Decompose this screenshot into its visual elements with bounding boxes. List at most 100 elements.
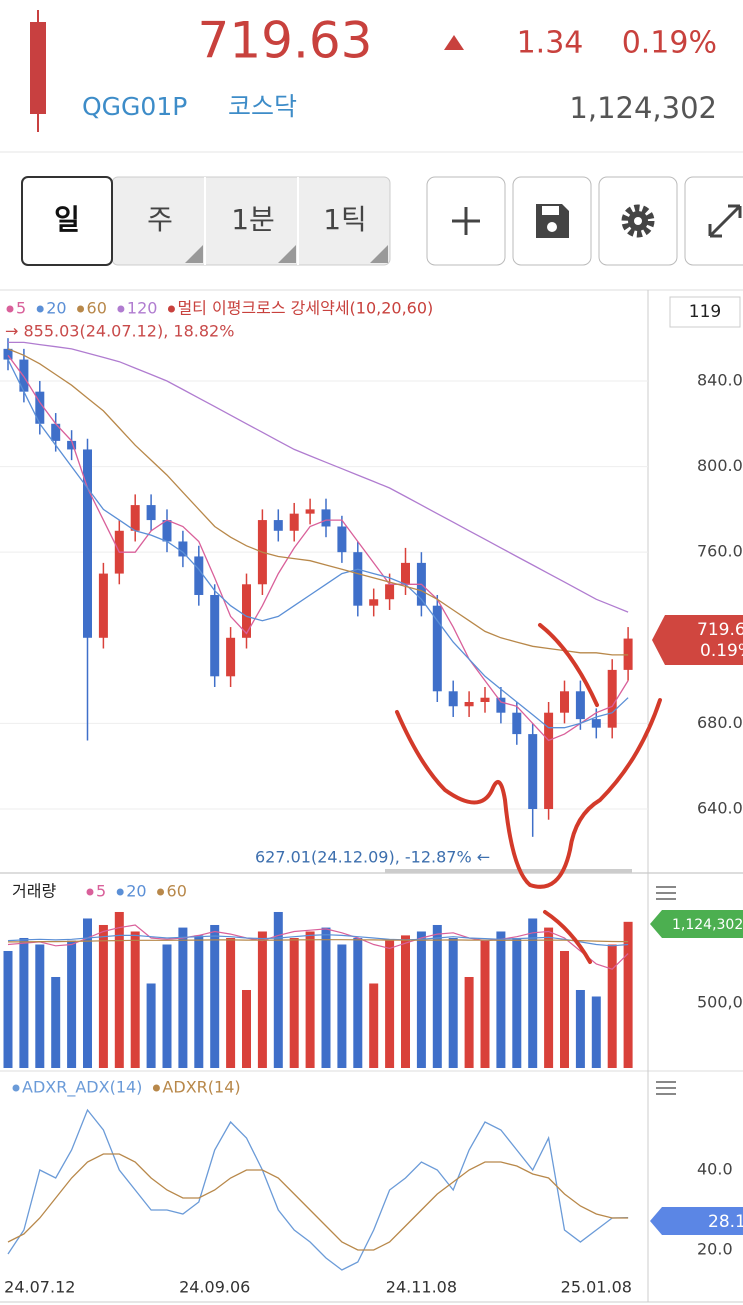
volume-bar [114, 911, 124, 1068]
x-tick-label: 24.07.12 [4, 1278, 75, 1297]
volume-bar [67, 940, 77, 1068]
candle-body [353, 552, 363, 606]
candle-body [623, 638, 633, 670]
candle-body [496, 697, 506, 713]
candle-body [178, 541, 188, 557]
y-tick-label: 760.00 [697, 542, 743, 561]
series-line [7, 354, 629, 742]
series-line [7, 1153, 629, 1251]
volume-bar [98, 924, 108, 1068]
count: 119 [689, 302, 721, 322]
legend-label: 120 [127, 299, 158, 318]
candle-body [162, 520, 172, 542]
legend-dot [157, 888, 165, 896]
save-icon-dot [547, 222, 557, 232]
volume-bar [528, 918, 538, 1068]
candle-body [210, 594, 220, 677]
hand-stroke [543, 910, 592, 964]
volume-bar [560, 950, 569, 1068]
save-icon-slot [542, 206, 559, 215]
high-annotation: → 855.03(24.07.12), 18.82% [5, 322, 234, 341]
candle-body [51, 423, 61, 441]
y-tick-label: 680.00 [697, 713, 743, 732]
y-tick-label: 640.00 [697, 799, 743, 818]
volume-bar [432, 924, 442, 1068]
volume-bar [162, 944, 172, 1068]
candle-body [194, 556, 204, 595]
volume-bar [591, 996, 601, 1068]
tab[interactable]: 일 [54, 203, 80, 236]
chart-layer: 640.00 680.00 760.00 800.00 840.00 5 20 60 120 멀티… [0, 299, 743, 1297]
volume-bar [289, 937, 299, 1068]
volume-bar [273, 911, 283, 1068]
candle-body [480, 697, 490, 702]
candle-body [3, 348, 13, 360]
menu-icon[interactable] [656, 886, 676, 900]
tab-corner [370, 245, 388, 263]
volume-bar [305, 931, 315, 1068]
volume-bar [210, 924, 220, 1068]
volume-bar [464, 976, 474, 1068]
candle-body [385, 584, 395, 600]
volume-bar [226, 937, 236, 1068]
legend-label: 5 [96, 882, 106, 901]
series-line [7, 924, 629, 970]
volume-bar [401, 935, 410, 1068]
candle-body [19, 359, 29, 392]
series-line [7, 359, 629, 729]
change: 1.34 [517, 26, 584, 61]
volume-bar [19, 937, 29, 1068]
tab-corner [185, 245, 203, 263]
candle-body [83, 449, 92, 638]
candle-body [321, 509, 331, 527]
candle-body [575, 691, 585, 720]
candle-body [607, 669, 617, 728]
legend-dot [86, 888, 94, 896]
tab[interactable]: 1틱 [323, 203, 367, 236]
x-tick-label: 24.09.06 [179, 1278, 250, 1297]
expand-button[interactable] [684, 176, 743, 266]
code: QGG01P [82, 92, 187, 121]
volume-bar [623, 921, 633, 1068]
legend-label: ADXR_ADX(14) [22, 1078, 142, 1098]
expand-icon [708, 204, 742, 238]
count-box[interactable] [669, 296, 741, 328]
volume-bar [83, 918, 92, 1068]
gear-hole [634, 217, 642, 225]
candle-body [130, 505, 140, 531]
plus-icon [452, 207, 480, 235]
volume-bar [242, 989, 251, 1068]
legend-label: ADXR(14) [162, 1078, 240, 1097]
volume-bar [496, 931, 506, 1068]
candle-body [305, 509, 315, 514]
hand-stroke [538, 623, 599, 707]
series-line [7, 934, 629, 947]
legend-label: 멀티 이평크로스 강세약세(10,20,60) [177, 299, 433, 318]
y-tick-label: 840.00 [697, 370, 743, 389]
candle-body [591, 719, 601, 728]
volume-bar [575, 989, 585, 1068]
candle-body [544, 712, 554, 810]
legend-dot [167, 305, 175, 313]
tab[interactable]: 1분 [231, 203, 275, 236]
volume-title: 거래량 [12, 882, 56, 901]
candle-body [289, 513, 299, 531]
volume-bar [448, 937, 458, 1068]
candle-body [432, 605, 442, 692]
legend-dot [117, 305, 125, 313]
candle-body [226, 637, 236, 677]
tab[interactable]: 주 [147, 203, 173, 236]
y-tick-label: 20.0 [697, 1240, 733, 1259]
volume-bar [353, 937, 363, 1068]
menu-icon[interactable] [656, 1081, 676, 1095]
tab-corner [278, 245, 296, 263]
tab-selected[interactable] [21, 176, 113, 266]
price: 719.63 [198, 12, 373, 70]
volume-bar [146, 983, 156, 1068]
volume-flag [650, 910, 743, 938]
y-tick-label: 500,000 [697, 992, 743, 1011]
candle-body [98, 573, 108, 638]
up-arrow [444, 35, 464, 50]
candle-body [273, 520, 283, 531]
